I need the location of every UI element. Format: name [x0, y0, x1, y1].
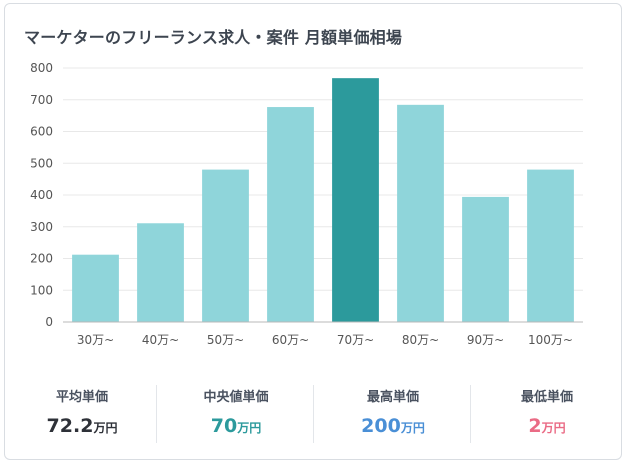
bar-8: [527, 169, 574, 322]
stat-median-value: 70万円: [159, 415, 313, 437]
stat-divider: [156, 385, 157, 443]
stat-min: 最低単価 2万円: [470, 379, 624, 441]
stat-max-number: 200: [361, 415, 401, 437]
y-tick-label: 300: [30, 220, 53, 234]
y-tick-label: 700: [30, 93, 53, 107]
x-tick-label: 40万~: [142, 333, 179, 347]
stat-max: 最高単価 200万円: [316, 379, 470, 441]
x-tick-label: 90万~: [467, 333, 504, 347]
y-tick-label: 100: [30, 283, 53, 297]
stat-average-unit: 万円: [93, 421, 118, 435]
bar-4: [267, 107, 314, 323]
y-tick-label: 0: [45, 315, 53, 329]
stat-median-number: 70: [210, 415, 238, 437]
stat-min-unit: 万円: [541, 421, 566, 435]
stat-average-number: 72.2: [46, 415, 94, 437]
x-tick-label: 60万~: [272, 333, 309, 347]
y-tick-label: 200: [30, 252, 53, 266]
stat-median-label: 中央値単価: [203, 390, 269, 405]
y-axis-ticks: 0 100 200 300 400 500 600 700 800: [30, 61, 53, 329]
stat-average: 平均単価 72.2万円: [5, 379, 159, 441]
bar-1: [72, 254, 119, 322]
stat-max-unit: 万円: [400, 421, 425, 435]
y-tick-label: 600: [30, 125, 53, 139]
x-tick-label: 30万~: [77, 333, 114, 347]
stat-max-label: 最高単価: [366, 390, 419, 405]
salary-chart-card: マーケターのフリーランス求人・案件 月額単価相場 0 100 200 300 400 50…: [4, 3, 622, 460]
stat-average-value: 72.2万円: [5, 415, 159, 437]
chart-title: マーケターのフリーランス求人・案件 月額単価相場: [24, 28, 403, 47]
stat-divider: [470, 385, 471, 443]
bar-chart: 0 100 200 300 400 500 600 700 800 30万~ 40万~ 50万~ 60…: [30, 61, 583, 347]
y-tick-label: 400: [30, 188, 53, 202]
bar-6: [397, 104, 444, 322]
bars: [72, 78, 574, 323]
y-tick-label: 800: [30, 61, 53, 75]
y-tick-label: 500: [30, 156, 53, 170]
x-tick-label: 70万~: [337, 333, 374, 347]
x-tick-label: 50万~: [207, 333, 244, 347]
stat-average-label: 平均単価: [55, 390, 108, 405]
x-tick-label: 100万~: [528, 333, 573, 347]
stat-max-value: 200万円: [316, 415, 470, 437]
x-tick-label: 80万~: [402, 333, 439, 347]
bar-7: [462, 196, 509, 322]
bar-2: [137, 223, 184, 322]
stat-median: 中央値単価 70万円: [159, 379, 313, 441]
x-axis-ticks: 30万~ 40万~ 50万~ 60万~ 70万~ 80万~ 90万~ 100万~: [77, 333, 573, 347]
stat-median-unit: 万円: [237, 421, 262, 435]
bar-3: [202, 169, 249, 322]
stat-min-number: 2: [528, 415, 542, 437]
stats-row: 平均単価 72.2万円 中央値単価 70万円 最高単価 200万円 最低単価 2…: [5, 379, 623, 449]
stat-min-value: 2万円: [470, 415, 624, 437]
bar-5: [332, 78, 379, 322]
stat-min-label: 最低単価: [520, 390, 573, 405]
stat-divider: [313, 385, 314, 443]
